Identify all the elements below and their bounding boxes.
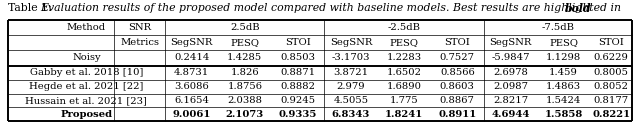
Text: 1.5424: 1.5424 xyxy=(546,96,581,105)
Text: PESQ: PESQ xyxy=(230,38,259,47)
Text: 0.8052: 0.8052 xyxy=(594,82,628,91)
Text: Hegde et al. 2021 [22]: Hegde et al. 2021 [22] xyxy=(29,82,143,91)
Text: SegSNR: SegSNR xyxy=(489,38,532,47)
Text: bold: bold xyxy=(564,3,591,14)
Text: Method: Method xyxy=(67,23,106,32)
Text: .: . xyxy=(586,3,589,13)
Text: 0.9245: 0.9245 xyxy=(280,96,316,105)
Text: 2.6978: 2.6978 xyxy=(493,68,528,77)
Text: Proposed: Proposed xyxy=(60,110,113,119)
Text: 6.8343: 6.8343 xyxy=(332,110,370,119)
Text: SegSNR: SegSNR xyxy=(170,38,213,47)
Text: 0.8503: 0.8503 xyxy=(280,53,316,62)
Text: 0.2414: 0.2414 xyxy=(174,53,209,62)
Text: 0.8005: 0.8005 xyxy=(594,68,628,77)
Text: PESQ: PESQ xyxy=(549,38,578,47)
Text: 0.8911: 0.8911 xyxy=(438,110,476,119)
Text: 0.7527: 0.7527 xyxy=(440,53,475,62)
Text: 1.5858: 1.5858 xyxy=(545,110,582,119)
Text: 1.8756: 1.8756 xyxy=(227,82,262,91)
Text: 1.459: 1.459 xyxy=(549,68,578,77)
Text: STOI: STOI xyxy=(598,38,624,47)
Text: 9.0061: 9.0061 xyxy=(173,110,211,119)
Text: 2.979: 2.979 xyxy=(337,82,365,91)
Text: Gabby et al. 2018 [10]: Gabby et al. 2018 [10] xyxy=(29,68,143,77)
Text: Metrics: Metrics xyxy=(120,38,159,47)
Text: PESQ: PESQ xyxy=(390,38,419,47)
Text: 2.8217: 2.8217 xyxy=(493,96,528,105)
Text: Table 1:: Table 1: xyxy=(8,3,55,13)
Text: 1.775: 1.775 xyxy=(390,96,419,105)
Text: 4.5055: 4.5055 xyxy=(333,96,369,105)
Text: 4.6944: 4.6944 xyxy=(492,110,529,119)
Text: 4.8731: 4.8731 xyxy=(174,68,209,77)
Text: 6.1654: 6.1654 xyxy=(174,96,209,105)
Text: 0.8867: 0.8867 xyxy=(440,96,475,105)
Text: 0.8221: 0.8221 xyxy=(592,110,630,119)
Text: 2.0987: 2.0987 xyxy=(493,82,528,91)
Text: Evaluation results of the proposed model compared with baseline models. Best res: Evaluation results of the proposed model… xyxy=(40,3,625,13)
Text: STOI: STOI xyxy=(444,38,470,47)
Text: 1.2283: 1.2283 xyxy=(387,53,422,62)
Text: 1.6890: 1.6890 xyxy=(387,82,422,91)
Text: SegSNR: SegSNR xyxy=(330,38,372,47)
Text: 0.8603: 0.8603 xyxy=(440,82,475,91)
Text: 3.8721: 3.8721 xyxy=(333,68,369,77)
Text: 0.8566: 0.8566 xyxy=(440,68,475,77)
Text: 1.826: 1.826 xyxy=(230,68,259,77)
Text: 2.5dB: 2.5dB xyxy=(230,23,260,32)
Text: 1.4863: 1.4863 xyxy=(546,82,581,91)
Text: -2.5dB: -2.5dB xyxy=(388,23,420,32)
Text: 3.6086: 3.6086 xyxy=(174,82,209,91)
Text: 1.1298: 1.1298 xyxy=(546,53,581,62)
Text: Hussain et al. 2021 [23]: Hussain et al. 2021 [23] xyxy=(26,96,147,105)
Text: 0.6229: 0.6229 xyxy=(594,53,628,62)
Text: 0.8177: 0.8177 xyxy=(594,96,628,105)
Text: 2.1073: 2.1073 xyxy=(226,110,264,119)
Text: SNR: SNR xyxy=(128,23,151,32)
Text: 2.0388: 2.0388 xyxy=(227,96,262,105)
Text: 1.8241: 1.8241 xyxy=(385,110,423,119)
Text: 1.6502: 1.6502 xyxy=(387,68,422,77)
Text: -3.1703: -3.1703 xyxy=(332,53,371,62)
Text: 0.8871: 0.8871 xyxy=(280,68,316,77)
Text: STOI: STOI xyxy=(285,38,311,47)
Text: Noisy: Noisy xyxy=(72,53,100,62)
Text: -5.9847: -5.9847 xyxy=(491,53,530,62)
Text: 1.4285: 1.4285 xyxy=(227,53,262,62)
Text: -7.5dB: -7.5dB xyxy=(541,23,575,32)
Text: 0.9335: 0.9335 xyxy=(279,110,317,119)
Text: 0.8882: 0.8882 xyxy=(280,82,316,91)
